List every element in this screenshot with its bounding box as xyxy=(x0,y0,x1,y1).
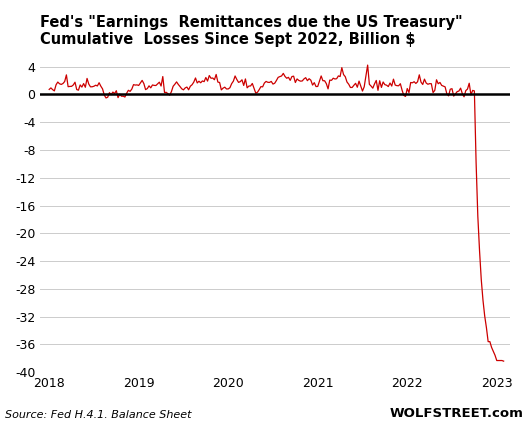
Text: Fed's "Earnings  Remittances due the US Treasury"
Cumulative  Losses Since Sept : Fed's "Earnings Remittances due the US T… xyxy=(40,15,463,47)
Text: WOLFSTREET.com: WOLFSTREET.com xyxy=(390,407,524,420)
Text: Source: Fed H.4.1. Balance Sheet: Source: Fed H.4.1. Balance Sheet xyxy=(5,410,192,420)
